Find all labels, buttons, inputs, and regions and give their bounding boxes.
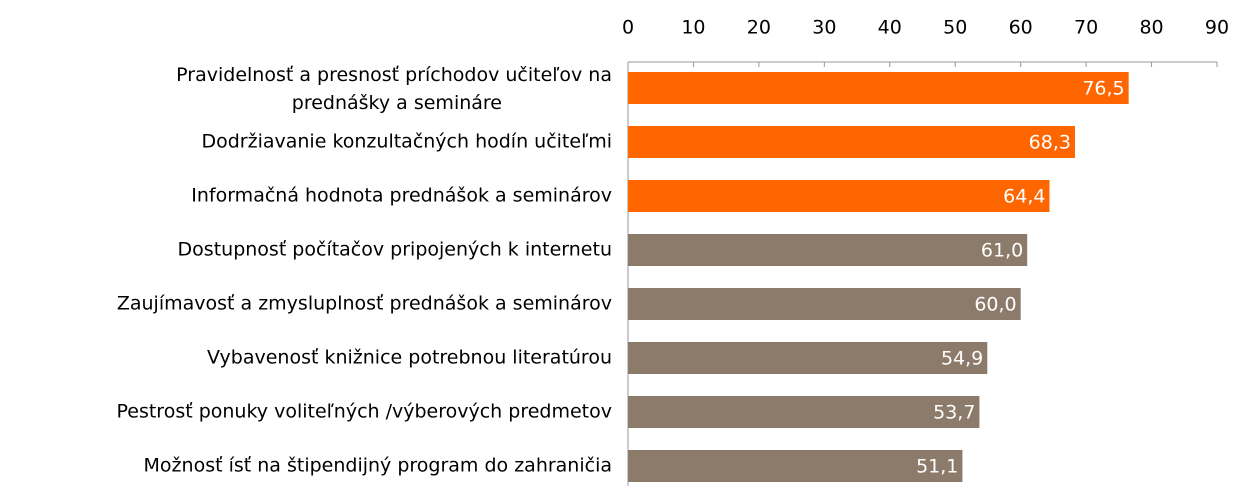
x-tick-label: 80 xyxy=(1139,17,1163,39)
value-label: 51,1 xyxy=(916,456,958,478)
value-label: 76,5 xyxy=(1082,78,1124,100)
bar xyxy=(628,72,1129,104)
x-tick-label: 60 xyxy=(1009,17,1033,39)
x-tick-label: 90 xyxy=(1205,17,1229,39)
category-label: Informačná hodnota prednášok a seminárov xyxy=(191,185,612,207)
value-label: 64,4 xyxy=(1003,186,1045,208)
value-label: 68,3 xyxy=(1029,132,1071,154)
category-label: Zaujímavosť a zmysluplnosť prednášok a s… xyxy=(117,293,612,315)
category-label: Dodržiavanie konzultačných hodín učiteľm… xyxy=(201,131,612,153)
value-label: 60,0 xyxy=(974,294,1016,316)
x-tick-label: 0 xyxy=(622,17,634,39)
bar xyxy=(628,180,1050,212)
x-tick-label: 10 xyxy=(681,17,705,39)
x-tick-label: 30 xyxy=(812,17,836,39)
x-tick-label: 20 xyxy=(747,17,771,39)
value-label: 54,9 xyxy=(941,348,983,370)
category-label: Vybavenosť knižnice potrebnou literatúro… xyxy=(207,347,612,369)
bar xyxy=(628,126,1075,158)
bar xyxy=(628,288,1021,320)
bar xyxy=(628,234,1028,266)
category-label: Pravidelnosť a presnosť príchodov učiteľ… xyxy=(176,64,612,114)
category-label: Možnosť ísť na štipendijný program do za… xyxy=(144,455,612,477)
category-label-line: Pravidelnosť a presnosť príchodov učiteľ… xyxy=(176,64,612,86)
bar xyxy=(628,396,980,428)
bar xyxy=(628,342,988,374)
value-label: 53,7 xyxy=(933,402,975,424)
x-tick-label: 50 xyxy=(943,17,967,39)
value-label: 61,0 xyxy=(981,240,1023,262)
category-label: Pestrosť ponuky voliteľných /výberových … xyxy=(116,401,612,423)
category-label-line: prednášky a semináre xyxy=(292,92,502,114)
x-tick-label: 70 xyxy=(1074,17,1098,39)
category-label: Dostupnosť počítačov pripojených k inter… xyxy=(178,239,612,261)
x-tick-label: 40 xyxy=(878,17,902,39)
bar xyxy=(628,450,963,482)
